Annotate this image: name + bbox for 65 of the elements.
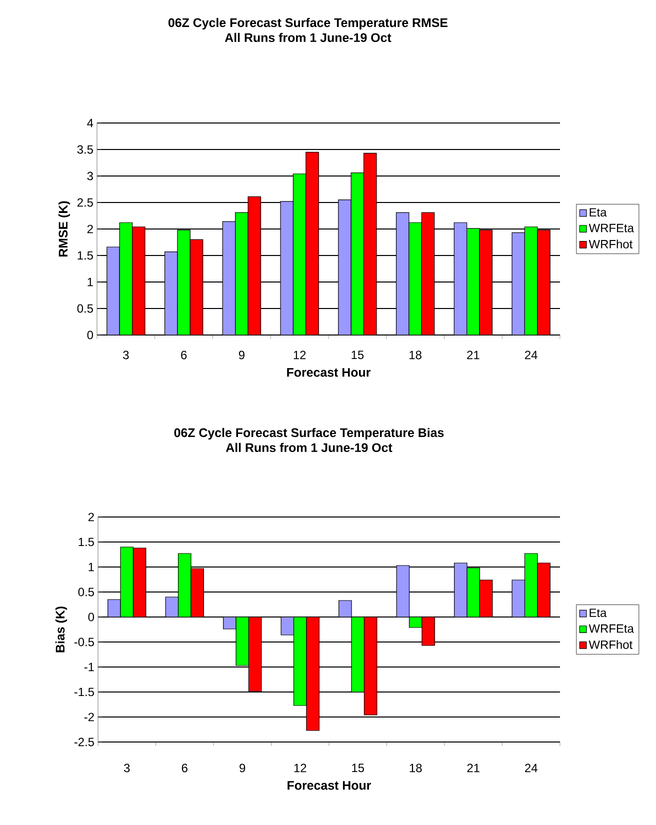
x-tick-label: 3 (123, 350, 129, 360)
x-tick-label: 21 (467, 350, 480, 360)
x-tick-label: 24 (525, 764, 538, 772)
y-tick-label: 0.5 (77, 304, 93, 313)
y-axis-title: RMSE (K) (58, 201, 70, 257)
bar (479, 230, 493, 335)
y-tick-label: 2 (87, 224, 93, 234)
chart-subtitle: All Runs from 1 June-19 Oct (224, 32, 392, 42)
y-tick-label: 1 (88, 278, 93, 286)
x-tick-label: 15 (352, 764, 364, 772)
y-tick-label: 4 (87, 118, 94, 128)
legend-label: Eta (590, 208, 607, 217)
x-tick-label: 9 (240, 764, 246, 772)
x-tick-label: 6 (181, 350, 187, 360)
y-tick-label: -2 (84, 712, 94, 722)
y-tick-label: 2.5 (77, 198, 93, 207)
y-tick-label: 3.5 (77, 145, 93, 154)
y-tick-label: -1.5 (74, 688, 94, 696)
chart-title: 06Z Cycle Forecast Surface Temperature Bias (174, 428, 444, 440)
x-tick-label: 18 (410, 764, 422, 772)
bar (222, 221, 236, 335)
x-tick-label: 6 (182, 764, 188, 772)
chart-subtitle: All Runs from 1 June-19 Oct (226, 442, 392, 452)
x-tick-label: 24 (525, 350, 538, 360)
x-tick-label: 9 (238, 350, 244, 360)
chart-title: 06Z Cycle Forecast Surface Temperature RMSE (168, 18, 448, 30)
bar (248, 196, 262, 335)
bar (421, 212, 435, 335)
legend-label: WRFhot (588, 640, 632, 649)
x-tick-label: 15 (352, 350, 364, 360)
bar (280, 201, 294, 335)
y-tick-label: 1 (88, 562, 94, 572)
legend-label: WRFhot (588, 240, 633, 248)
bar (454, 222, 468, 335)
legend-label: WRFEta (588, 224, 634, 232)
legend-label: WRFEta (588, 624, 634, 633)
y-tick-label: 1.5 (78, 538, 94, 546)
y-axis-title: Bias (K) (55, 606, 68, 652)
bar (338, 200, 352, 335)
y-tick-label: -0.5 (74, 638, 94, 646)
y-tick-label: 0 (88, 612, 94, 622)
bar (164, 251, 178, 335)
bar (106, 246, 120, 335)
x-tick-label: 12 (294, 350, 306, 360)
legend-label: Eta (590, 608, 607, 618)
y-tick-label: -2.5 (74, 738, 94, 746)
x-tick-label: 21 (467, 764, 480, 772)
y-tick-label: 2 (88, 512, 94, 522)
x-tick-label: 12 (294, 764, 306, 772)
y-tick-label: 1.5 (78, 251, 93, 260)
x-tick-label: 3 (124, 764, 130, 772)
bar (306, 152, 319, 335)
x-axis-title: Forecast Hour (288, 781, 371, 790)
bar (363, 152, 377, 335)
bar (190, 239, 204, 335)
y-tick-label: -1 (84, 662, 94, 672)
y-tick-label: 3 (87, 172, 93, 180)
x-axis-title: Forecast Hour (287, 368, 371, 377)
bar (512, 232, 526, 335)
bar (132, 226, 146, 335)
bar (396, 212, 410, 335)
x-tick-label: 18 (410, 350, 422, 360)
bar (537, 230, 550, 335)
y-tick-label: 0.5 (78, 588, 94, 596)
y-tick-label: 0 (87, 330, 94, 340)
